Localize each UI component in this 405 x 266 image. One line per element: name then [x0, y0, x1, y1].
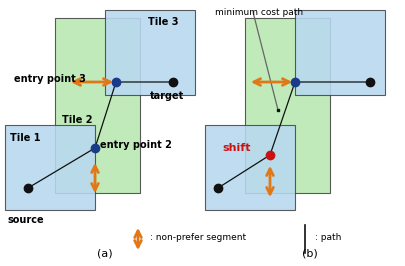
Bar	[105, 10, 195, 95]
Text: : non-prefer segment: : non-prefer segment	[150, 234, 246, 243]
Text: Tile 3: Tile 3	[148, 17, 179, 27]
Text: minimum cost path: minimum cost path	[215, 8, 303, 17]
Bar	[245, 18, 330, 193]
Bar	[295, 10, 385, 95]
Text: entry point 2: entry point 2	[100, 140, 172, 150]
Text: source: source	[8, 215, 45, 225]
Text: Tile 2: Tile 2	[62, 115, 92, 125]
Bar	[5, 125, 95, 210]
Bar	[55, 18, 140, 193]
Text: : path: : path	[315, 234, 341, 243]
Text: entry point 3: entry point 3	[14, 74, 86, 84]
Text: shift: shift	[222, 143, 251, 153]
Bar	[205, 125, 295, 210]
Text: (b): (b)	[302, 248, 318, 258]
Text: (a): (a)	[97, 248, 113, 258]
Text: Tile 1: Tile 1	[10, 133, 40, 143]
Text: target: target	[150, 91, 184, 101]
